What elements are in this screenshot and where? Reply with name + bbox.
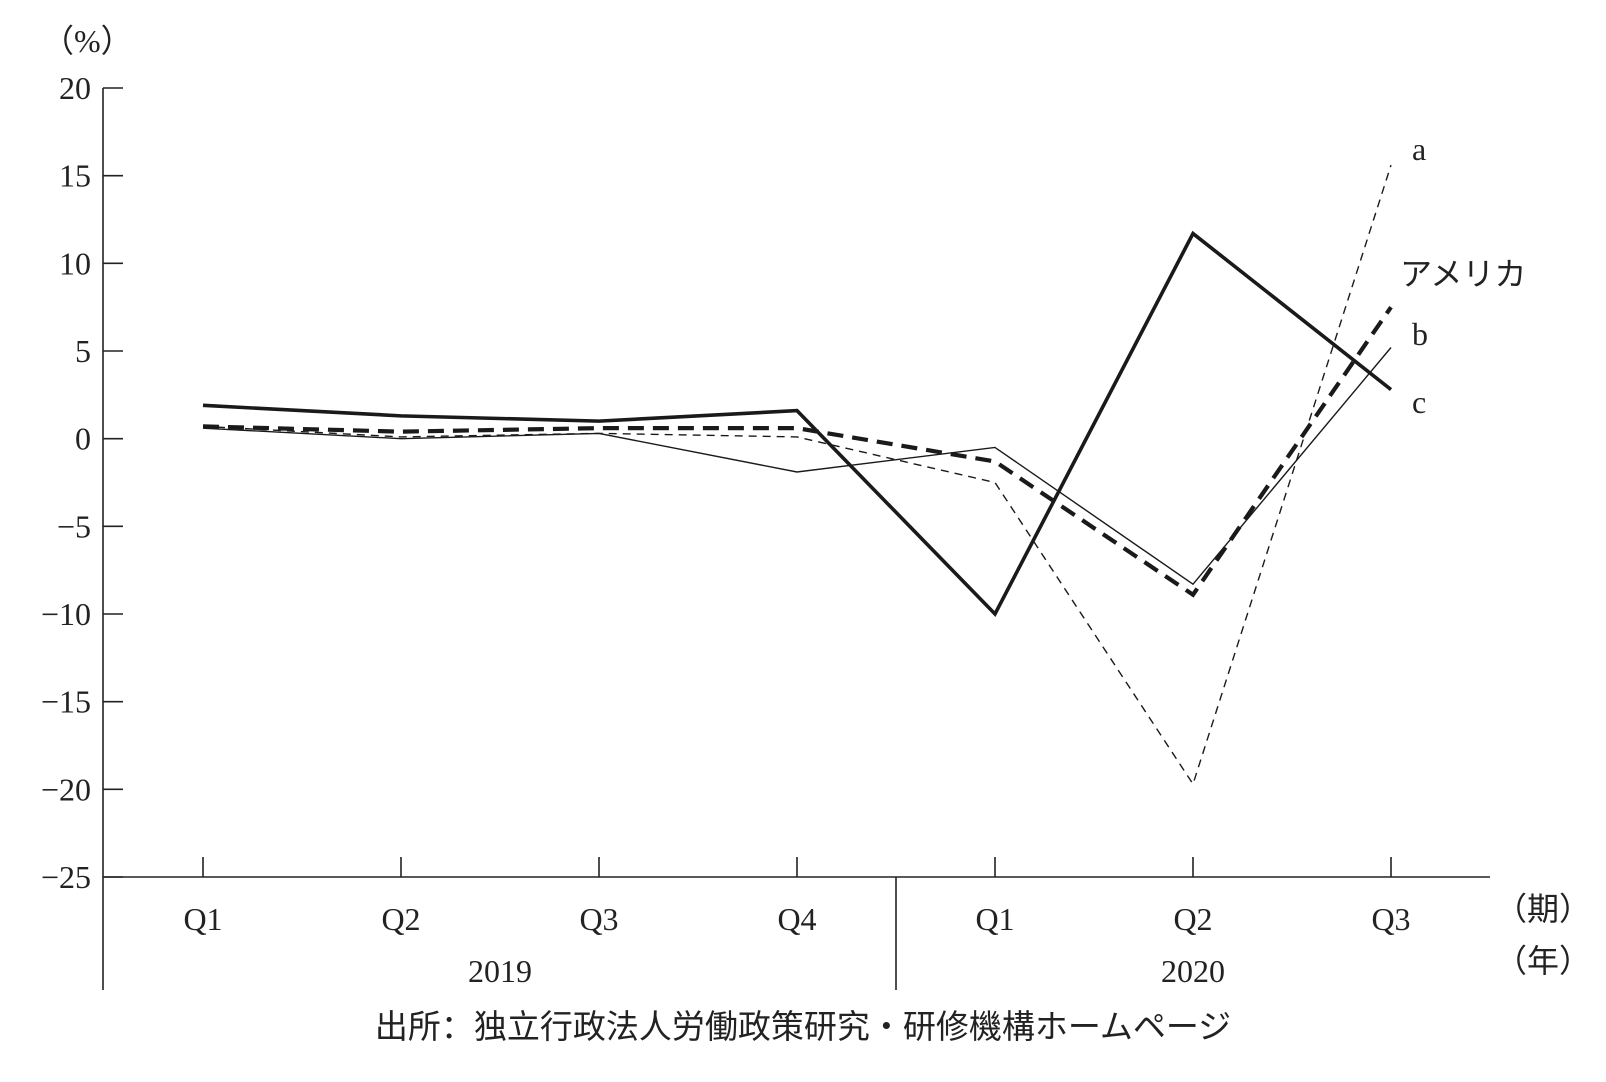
y-tick-label: −20 (41, 771, 91, 807)
x-axis-period-label: （期） (1495, 891, 1591, 927)
x-tick-label: Q3 (1371, 901, 1410, 937)
axes (102, 87, 1490, 990)
series-line-c (202, 230, 1393, 618)
y-tick-label: 20 (59, 70, 91, 106)
y-tick-label: 0 (75, 421, 91, 457)
x-tick-label: Q2 (1173, 901, 1212, 937)
x-tick-label: Q1 (975, 901, 1014, 937)
series-lines (202, 164, 1393, 786)
y-tick-label: −15 (41, 684, 91, 720)
x-axis-year-label: （年） (1495, 943, 1591, 979)
x-tick-label: Q3 (579, 901, 618, 937)
y-axis-unit-label: （%） (42, 23, 133, 59)
x-tick-label: Q4 (777, 901, 816, 937)
year-label: 2019 (468, 953, 532, 989)
series-label: b (1412, 316, 1428, 352)
series-label: c (1412, 384, 1426, 420)
x-tick-label: Q2 (381, 901, 420, 937)
y-tick-label: −10 (41, 596, 91, 632)
series-line-b (202, 347, 1392, 586)
year-label: 2020 (1161, 953, 1225, 989)
series-line-アメリカ (202, 305, 1393, 598)
series-label: a (1412, 131, 1426, 167)
x-tick-label: Q1 (183, 901, 222, 937)
y-tick-label: −5 (57, 508, 91, 544)
y-tick-label: −25 (41, 859, 91, 895)
y-tick-label: 5 (75, 333, 91, 369)
labels: 20 15 10 5 0 −5 −10 −15 −20 −25 Q1 Q2 Q3 Q4 Q1 Q2 Q3 2019… (41, 70, 1526, 989)
y-tick-label: 10 (59, 245, 91, 281)
source-note: 出所：独立行政法人労働政策研究・研修機構ホームページ (375, 1009, 1231, 1046)
series-label: アメリカ (1400, 256, 1526, 292)
y-tick-label: 15 (59, 158, 91, 194)
series-line-a (202, 164, 1392, 786)
